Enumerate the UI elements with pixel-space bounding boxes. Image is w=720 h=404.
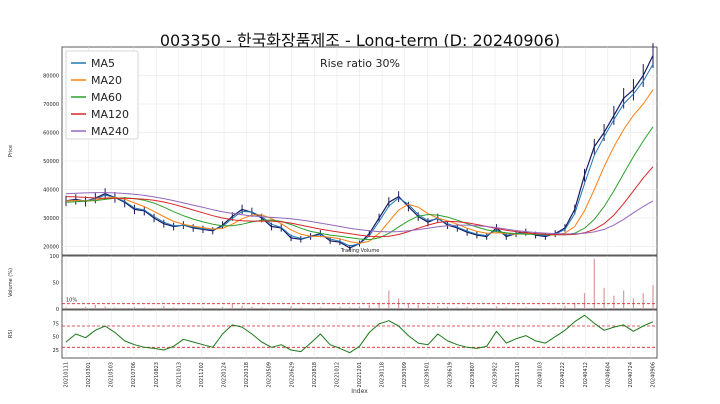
x-tick-label: 20231110 [515, 362, 521, 387]
x-tick-label: 20230922 [492, 362, 498, 387]
price-y-label: Price [8, 145, 14, 157]
x-tick-label: 20230501 [425, 362, 431, 387]
x-tick-label: 20240724 [628, 362, 634, 387]
x-tick-label: 20230309 [402, 362, 408, 387]
price-y-tick: 40000 [43, 187, 59, 193]
x-tick-label: 20221012 [334, 362, 340, 387]
x-axis-label: Index [351, 388, 368, 395]
legend-label: MA20 [91, 74, 122, 87]
price-y-tick: 30000 [43, 216, 59, 222]
x-tick-label: 20240103 [538, 362, 544, 387]
x-tick-label: 20221201 [357, 362, 363, 387]
legend-label: MA120 [91, 108, 129, 121]
x-tick-label: 20220318 [244, 362, 250, 387]
x-tick-label: 20210301 [86, 362, 92, 387]
ma-line-ma120 [65, 166, 654, 238]
ma-line-ma240 [65, 192, 654, 235]
x-tick-label: 20210823 [154, 362, 160, 387]
rsi-y-tick: 75 [53, 321, 59, 327]
price-y-tick: 60000 [43, 130, 59, 136]
x-tick-label: 20230118 [380, 362, 386, 387]
x-tick-label: 20220629 [289, 362, 295, 387]
volume-threshold-label: 10% [66, 298, 77, 304]
x-tick-label: 20210503 [109, 362, 115, 387]
legend-label: MA60 [91, 91, 122, 104]
x-tick-label: 20230807 [470, 362, 476, 387]
x-tick-label: 20230619 [447, 362, 453, 387]
x-tick-label: 20240412 [583, 362, 589, 387]
rsi-y-label: RSI [8, 330, 14, 338]
price-y-tick: 50000 [43, 159, 59, 165]
rise-ratio-annotation: Rise ratio 30% [320, 57, 400, 70]
volume-y-tick: 0 [56, 307, 59, 313]
x-tick-label: 20240906 [651, 362, 657, 387]
volume-overlay-label: Trading Volume [340, 248, 380, 254]
x-tick-label: 20220818 [312, 362, 318, 387]
x-tick-label: 20211202 [199, 362, 205, 387]
price-y-tick: 70000 [43, 102, 59, 108]
legend-label: MA240 [91, 125, 129, 138]
price-y-tick: 80000 [43, 73, 59, 79]
chart-title: 003350 - 한국화장품제조 - Long-term (D: 2024090… [159, 31, 561, 50]
x-tick-label: 20240222 [560, 362, 566, 387]
volume-y-tick: 50 [53, 281, 59, 287]
x-tick-label: 20210706 [131, 362, 137, 387]
x-tick-label: 20220124 [222, 362, 228, 387]
volume-y-tick: 100 [49, 254, 59, 260]
price-y-tick: 20000 [43, 244, 59, 250]
legend-box [65, 50, 139, 140]
rsi-line [65, 314, 654, 354]
rsi-y-tick: 25 [53, 348, 59, 354]
rsi-y-tick: 50 [53, 335, 59, 341]
legend-label: MA5 [91, 57, 115, 70]
x-tick-label: 20240604 [605, 362, 611, 387]
x-tick-label: 20210111 [64, 362, 70, 387]
volume-y-label: Volume (%) [8, 268, 14, 297]
x-tick-label: 20211013 [176, 362, 182, 387]
x-tick-label: 20220509 [267, 362, 273, 387]
